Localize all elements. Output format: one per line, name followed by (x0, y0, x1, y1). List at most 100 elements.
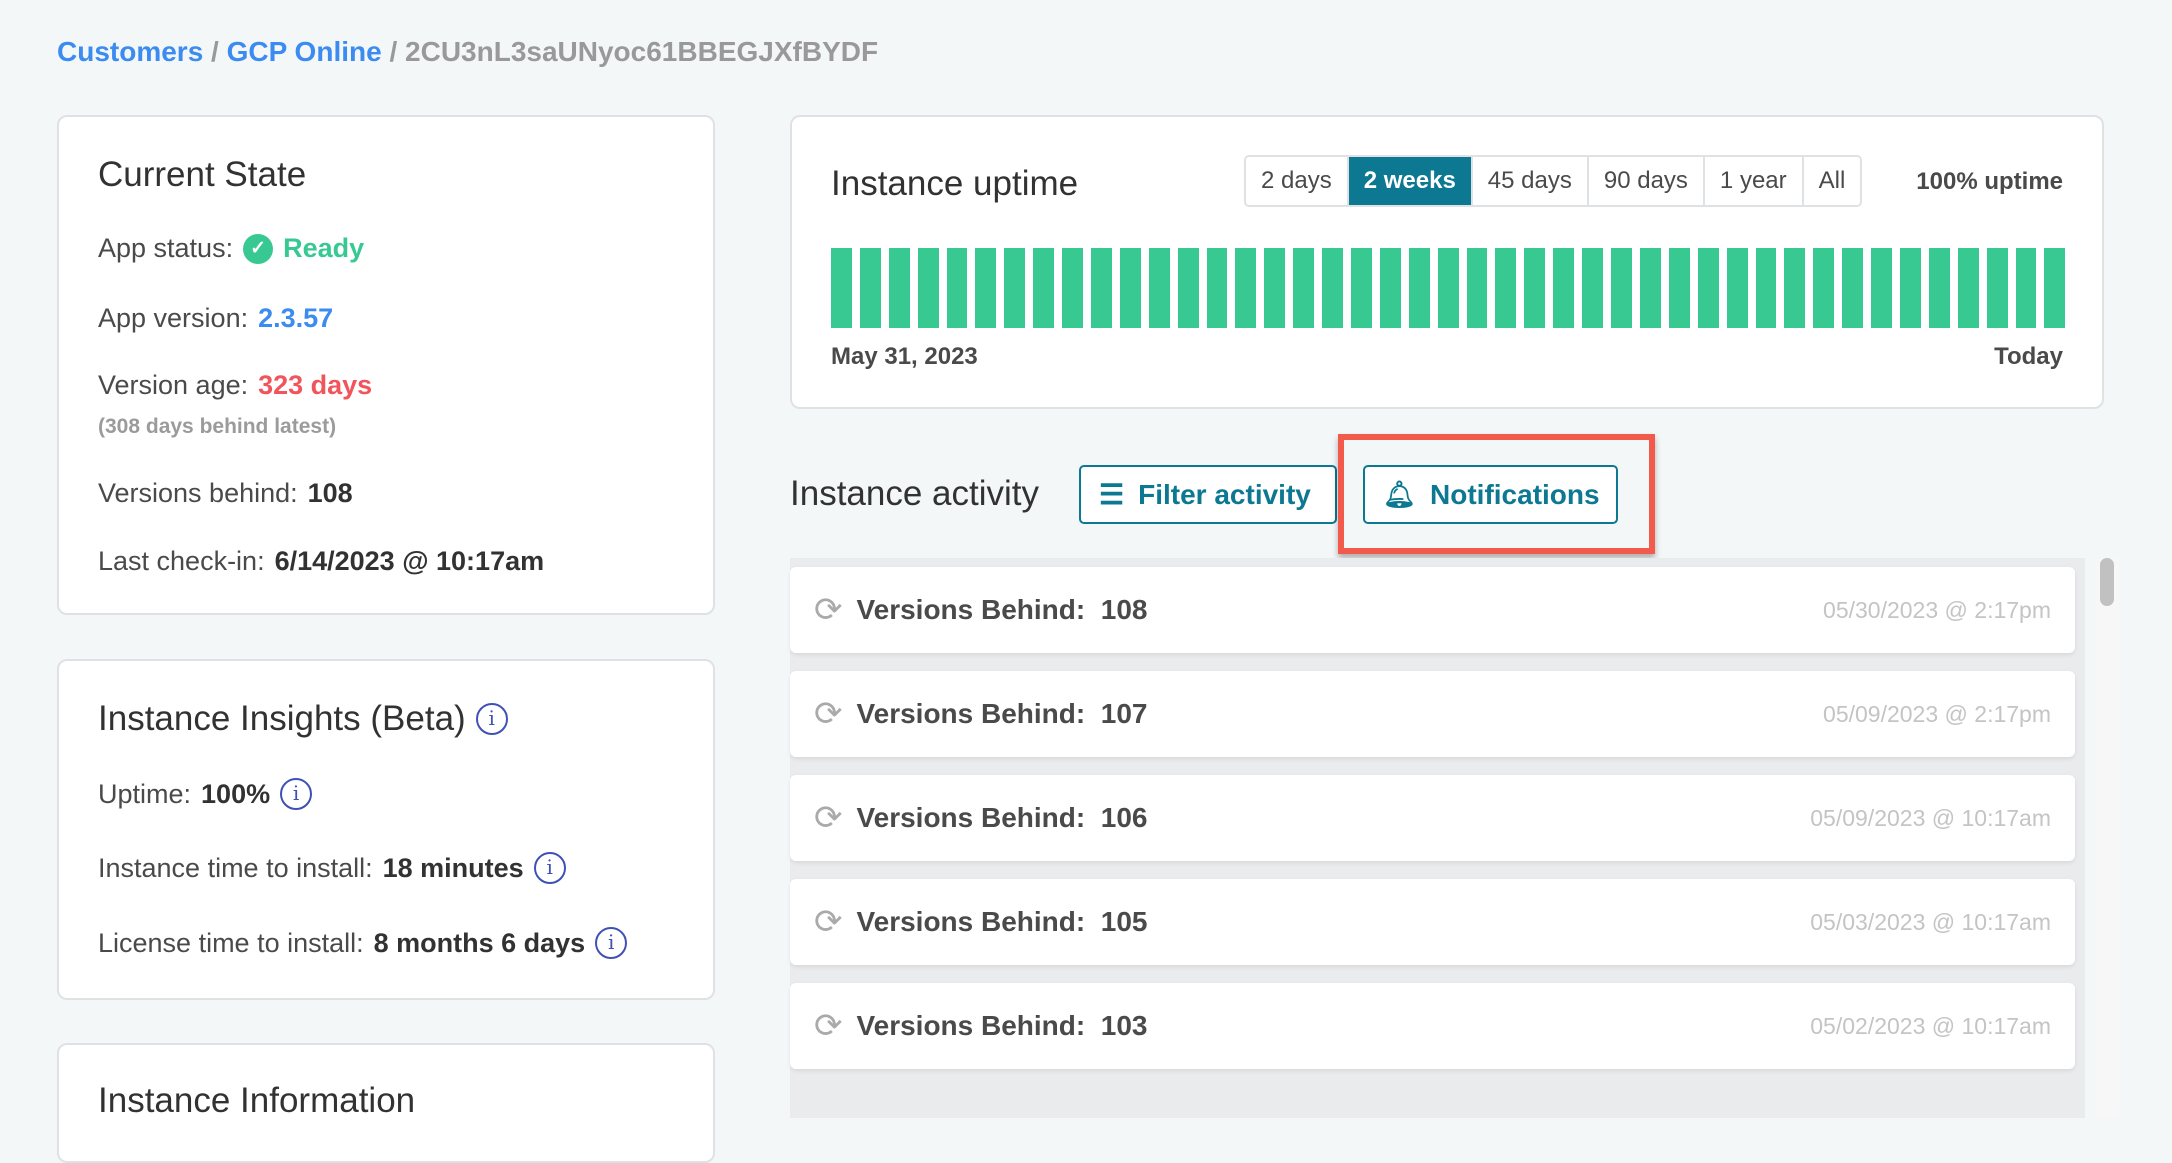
uptime-bar[interactable] (1437, 248, 1459, 328)
license-label: License time to install: (98, 927, 364, 958)
breadcrumb-sep: / (211, 36, 219, 67)
uptime-bar[interactable] (1351, 248, 1372, 328)
uptime-bar[interactable] (1726, 248, 1748, 328)
uptime-bar[interactable] (1379, 248, 1401, 328)
activity-label: Versions Behind: 107 (857, 698, 1824, 730)
uptime-bar[interactable] (1148, 248, 1170, 328)
uptime-bar[interactable] (859, 248, 881, 328)
uptime-bar[interactable] (2044, 248, 2066, 328)
uptime-bar[interactable] (1986, 248, 2008, 328)
activity-label-text: Versions Behind: (856, 802, 1086, 833)
refresh-icon: ⟳ (814, 1007, 843, 1045)
sliders-icon: ☰ (1099, 479, 1125, 510)
uptime-bar[interactable] (917, 248, 939, 328)
range-1-year[interactable]: 1 year (1705, 157, 1804, 205)
uptime-bar[interactable] (975, 248, 997, 328)
uptime-bars (831, 248, 2066, 328)
scrollbar-thumb[interactable] (2100, 558, 2114, 606)
activity-time: 05/09/2023 @ 2:17pm (1823, 700, 2051, 727)
info-icon[interactable]: i (595, 927, 628, 959)
activity-item[interactable]: ⟳ Versions Behind: 107 05/09/2023 @ 2:17… (790, 671, 2075, 757)
uptime-bar[interactable] (1957, 248, 1979, 328)
uptime-bar[interactable] (1062, 248, 1084, 328)
current-state-title: Current State (98, 155, 307, 194)
uptime-bar[interactable] (1755, 248, 1777, 328)
uptime-bar[interactable] (1553, 248, 1575, 328)
filter-activity-button[interactable]: ☰ Filter activity (1079, 465, 1337, 524)
info-icon[interactable]: i (475, 703, 508, 735)
range-2-days[interactable]: 2 days (1246, 157, 1349, 205)
activity-item[interactable]: ⟳ Versions Behind: 103 05/02/2023 @ 10:1… (790, 983, 2075, 1069)
activity-time: 05/03/2023 @ 10:17am (1810, 908, 2051, 935)
app-status-value: Ready (283, 233, 365, 263)
uptime-bar[interactable] (1611, 248, 1632, 328)
range-45-days[interactable]: 45 days (1473, 157, 1589, 205)
uptime-bar[interactable] (1899, 248, 1921, 328)
info-icon[interactable]: i (533, 852, 566, 884)
info-icon[interactable]: i (280, 778, 313, 810)
refresh-icon: ⟳ (814, 591, 843, 629)
activity-value: 105 (1100, 906, 1148, 937)
uptime-bar[interactable] (1322, 248, 1344, 328)
breadcrumb-customers[interactable]: Customers (57, 36, 204, 67)
uptime-bar[interactable] (1206, 248, 1228, 328)
uptime-bar[interactable] (1639, 248, 1661, 328)
uptime-title: Instance uptime (831, 164, 1079, 203)
version-age-value: 323 days (258, 370, 373, 400)
app-version-value[interactable]: 2.3.57 (258, 303, 334, 333)
version-age-label: Version age: (98, 370, 249, 400)
check-circle-icon: ✓ (243, 233, 274, 264)
bell-icon: 🔔︎ (1383, 479, 1417, 509)
range-2-weeks[interactable]: 2 weeks (1348, 157, 1473, 205)
notifications-button[interactable]: 🔔︎ Notifications (1363, 465, 1618, 524)
instance-info-title: Instance Information (98, 1081, 416, 1120)
breadcrumb-instance: 2CU3nL3saUNyoc61BBEGJXfBYDF (405, 36, 879, 67)
uptime-bar[interactable] (1466, 248, 1488, 328)
uptime-bar[interactable] (888, 248, 910, 328)
install-value: 18 minutes (382, 852, 524, 883)
range-90-days[interactable]: 90 days (1589, 157, 1705, 205)
uptime-bar[interactable] (1495, 248, 1517, 328)
refresh-icon: ⟳ (814, 799, 843, 837)
activity-label-text: Versions Behind: (856, 906, 1086, 937)
uptime-bar[interactable] (1235, 248, 1257, 328)
uptime-bar[interactable] (1293, 248, 1315, 328)
activity-value: 103 (1100, 1010, 1148, 1041)
uptime-bar[interactable] (1928, 248, 1950, 328)
uptime-bar[interactable] (1119, 248, 1141, 328)
uptime-bar[interactable] (1668, 248, 1690, 328)
uptime-bar[interactable] (1408, 248, 1430, 328)
range-selector: 2 days 2 weeks 45 days 90 days 1 year Al… (1244, 155, 1863, 207)
uptime-bar[interactable] (1582, 248, 1604, 328)
activity-item[interactable]: ⟳ Versions Behind: 108 05/30/2023 @ 2:17… (790, 567, 2075, 653)
last-checkin-value: 6/14/2023 @ 10:17am (274, 546, 545, 576)
uptime-bar[interactable] (1091, 248, 1112, 328)
app-status-label: App status: (98, 233, 234, 263)
uptime-bar[interactable] (1784, 248, 1806, 328)
activity-time: 05/09/2023 @ 10:17am (1810, 804, 2051, 831)
uptime-bar[interactable] (1697, 248, 1719, 328)
filter-activity-label: Filter activity (1138, 478, 1311, 510)
uptime-bar[interactable] (2015, 248, 2037, 328)
uptime-bar[interactable] (946, 248, 968, 328)
breadcrumb-app[interactable]: GCP Online (226, 36, 382, 67)
versions-behind-value: 108 (307, 478, 353, 508)
activity-time: 05/02/2023 @ 10:17am (1810, 1012, 2051, 1039)
notifications-label: Notifications (1430, 478, 1600, 510)
uptime-bar[interactable] (1177, 248, 1199, 328)
range-all[interactable]: All (1818, 167, 1846, 194)
scrollbar[interactable] (2095, 558, 2119, 1118)
uptime-bar[interactable] (1004, 248, 1026, 328)
uptime-bar[interactable] (1842, 248, 1864, 328)
uptime-bar[interactable] (1871, 248, 1892, 328)
uptime-bar[interactable] (831, 248, 852, 328)
uptime-label: Uptime: (98, 778, 192, 809)
uptime-card: Instance uptime 2 days 2 weeks 45 days 9… (790, 115, 2104, 409)
activity-item[interactable]: ⟳ Versions Behind: 106 05/09/2023 @ 10:1… (790, 775, 2075, 861)
uptime-bar[interactable] (1033, 248, 1055, 328)
activity-item[interactable]: ⟳ Versions Behind: 105 05/03/2023 @ 10:1… (790, 879, 2075, 965)
uptime-start-label: May 31, 2023 (831, 343, 978, 370)
uptime-bar[interactable] (1813, 248, 1835, 328)
uptime-bar[interactable] (1524, 248, 1546, 328)
uptime-bar[interactable] (1264, 248, 1286, 328)
